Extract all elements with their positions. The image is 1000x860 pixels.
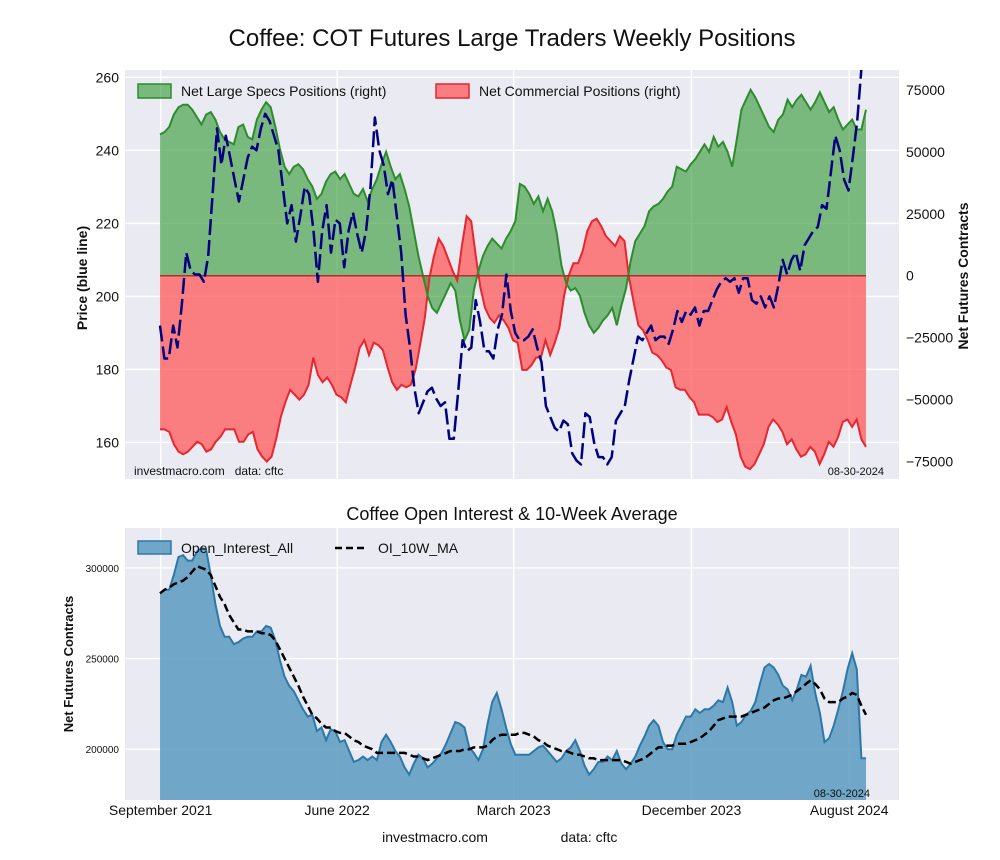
legend-label-commercial: Net Commercial Positions (right) — [479, 83, 681, 99]
bottom-x-tick-2: March 2023 — [477, 802, 551, 818]
bottom-title: Coffee Open Interest & 10-Week Average — [346, 504, 677, 524]
top-right-tick-3: 0 — [906, 268, 914, 284]
top-watermark: investmacro.com data: cftc — [134, 464, 283, 478]
top-left-tick-1: 180 — [96, 361, 120, 377]
price-line — [158, 70, 863, 466]
top-right-tick-1: 50000 — [906, 144, 945, 160]
top-left-tick-4: 240 — [96, 142, 120, 158]
top-right-axis-label: Net Futures Contracts — [955, 202, 971, 349]
bottom-legend: Open_Interest_All OI_10W_MA — [137, 540, 459, 556]
bottom-panel: 300000 250000 200000 September 2021 June 20… — [61, 528, 899, 818]
top-line-series — [158, 70, 867, 471]
top-left-tick-2: 200 — [96, 288, 120, 304]
top-legend: Net Large Specs Positions (right) Net Co… — [137, 83, 681, 99]
bottom-line-series — [159, 546, 868, 777]
top-right-tick-5: −50000 — [906, 392, 953, 408]
legend-swatch-specs — [137, 83, 172, 99]
ma-line — [159, 564, 868, 766]
legend-label-ma: OI_10W_MA — [378, 540, 459, 556]
footer-data: data: cftc — [561, 829, 618, 845]
top-panel: 160 180 200 220 240 260 75000 50000 25000 0 −2500… — [74, 69, 971, 479]
main-title: Coffee: COT Futures Large Traders Weekly… — [229, 25, 796, 52]
bottom-left-tick-0: 300000 — [86, 564, 120, 575]
top-left-tick-3: 220 — [96, 215, 120, 231]
top-right-tick-4: −25000 — [906, 330, 953, 346]
bottom-left-tick-labels: 300000 250000 200000 — [86, 564, 120, 756]
bottom-x-tick-3: December 2023 — [642, 802, 742, 818]
top-date-stamp: 08-30-2024 — [828, 466, 884, 478]
legend-swatch-open-interest — [137, 540, 172, 555]
top-right-tick-2: 25000 — [906, 206, 945, 222]
bottom-x-tick-0: September 2021 — [109, 802, 213, 818]
top-right-tick-6: −75000 — [906, 454, 953, 470]
top-left-tick-5: 260 — [96, 69, 120, 85]
bottom-left-tick-1: 250000 — [86, 655, 120, 666]
specs-line — [159, 87, 867, 344]
open-interest-area — [160, 547, 866, 800]
bottom-x-tick-4: August 2024 — [810, 802, 889, 818]
footer-site: investmacro.com — [382, 829, 488, 845]
bottom-date-stamp: 08-30-2024 — [814, 788, 870, 800]
legend-label-specs: Net Large Specs Positions (right) — [181, 83, 386, 99]
bottom-area-series — [160, 547, 866, 800]
top-left-axis-label: Price (blue line) — [74, 226, 90, 330]
legend-label-open-interest: Open_Interest_All — [181, 540, 293, 556]
bottom-left-tick-2: 200000 — [86, 745, 120, 756]
top-left-tick-labels: 160 180 200 220 240 260 — [96, 69, 120, 450]
bottom-x-tick-1: June 2022 — [304, 802, 370, 818]
top-right-tick-0: 75000 — [906, 82, 945, 98]
commercial-line — [160, 213, 867, 471]
open-interest-line — [159, 546, 866, 777]
legend-swatch-commercial — [435, 83, 470, 99]
bottom-x-tick-labels: September 2021 June 2022 March 2023 Decembe… — [109, 802, 889, 818]
commercial-area — [160, 216, 866, 470]
top-right-tick-labels: 75000 50000 25000 0 −25000 −50000 −75000 — [906, 82, 953, 470]
bottom-axis-label: Net Futures Contracts — [61, 596, 76, 733]
top-left-tick-0: 160 — [96, 434, 120, 450]
